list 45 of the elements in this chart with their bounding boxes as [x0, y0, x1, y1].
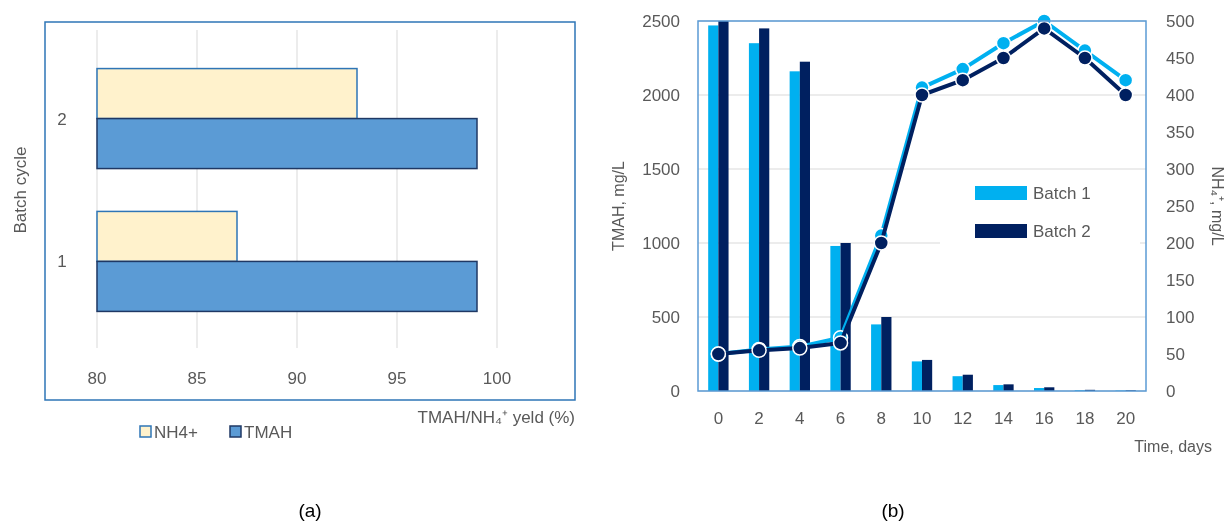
y-tick-label: 1500 [642, 160, 680, 179]
x-tick-label: 8 [876, 409, 887, 428]
x-tick-label: 0 [713, 409, 724, 428]
x-tick-label: 14 [993, 409, 1013, 428]
y2-tick-label: 300 [1166, 160, 1195, 179]
x-tick-label: 90 [287, 369, 307, 388]
y2-tick-label: 150 [1166, 271, 1195, 290]
x-tick-label: 12 [953, 409, 973, 428]
y2-axis-title: NH₄⁺, mg/L [1209, 166, 1226, 246]
text: (b) [881, 500, 905, 521]
x-tick-label: 18 [1075, 409, 1095, 428]
y-tick-label: 1000 [642, 234, 680, 253]
y-axis-title: TMAH, mg/L [610, 161, 627, 251]
y2-tick-label: 500 [1166, 12, 1195, 31]
y2-tick-label: 450 [1166, 49, 1195, 68]
y2-tick-label: 50 [1166, 345, 1185, 364]
legend-label: Batch 1 [1033, 184, 1091, 203]
y2-tick-label: 0 [1166, 382, 1176, 401]
y-tick-label: 2500 [642, 12, 680, 31]
y2-tick-label: 350 [1166, 123, 1195, 142]
legend-label: Batch 2 [1033, 222, 1091, 241]
x-tick-label: 100 [482, 369, 512, 388]
x-tick-label: 20 [1116, 409, 1136, 428]
y2-tick-label: 250 [1166, 197, 1195, 216]
x-tick-label: 95 [387, 369, 407, 388]
y-tick-label: 500 [651, 308, 680, 327]
x-tick-label: 80 [87, 369, 107, 388]
y-tick-label: 2000 [642, 86, 680, 105]
legend-label: TMAH [244, 423, 293, 442]
x-axis-title: TMAH/NH₄⁺ yeld (%) [417, 408, 575, 427]
y2-tick-label: 400 [1166, 86, 1195, 105]
x-tick-label: 10 [912, 409, 932, 428]
x-tick-label: 4 [795, 409, 805, 428]
x-tick-label: 6 [835, 409, 846, 428]
text: (a) [298, 500, 322, 521]
x-axis-title: Time, days [1134, 438, 1212, 455]
legend-label: NH4+ [154, 423, 199, 442]
y2-tick-label: 200 [1166, 234, 1195, 253]
y-tick-label: 1 [57, 252, 67, 272]
x-tick-label: 2 [754, 409, 764, 428]
y-tick-label: 0 [670, 382, 680, 401]
x-tick-label: 16 [1034, 409, 1054, 428]
x-tick-label: 85 [187, 369, 207, 388]
y-axis-title: Batch cycle [11, 146, 30, 234]
y2-tick-label: 100 [1166, 308, 1195, 327]
